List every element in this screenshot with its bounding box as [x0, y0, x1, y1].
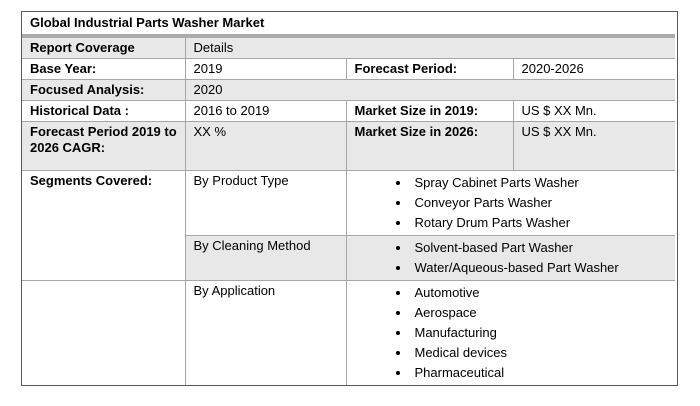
- segment-items-cleaning-method: Solvent-based Part Washer Water/Aqueous-…: [345, 235, 675, 281]
- segments-product-type-row: Segments Covered: By Product Type Spray …: [22, 170, 675, 281]
- forecast-period-label: Forecast Period:: [345, 58, 514, 80]
- coverage-value: Details: [184, 35, 675, 59]
- segment-group-cleaning-method: By Cleaning Method: [185, 235, 347, 281]
- segment-items-product-type: Spray Cabinet Parts Washer Conveyor Part…: [345, 170, 675, 236]
- title-row: Global Industrial Parts Washer Market: [22, 12, 675, 38]
- market-size-2019-label: Market Size in 2019:: [345, 100, 514, 122]
- report-table: Global Industrial Parts Washer Market Re…: [22, 12, 675, 385]
- segment-item: Automotive: [411, 283, 672, 303]
- focused-analysis-value: 2020: [184, 79, 675, 101]
- segment-item: Medical devices: [411, 343, 672, 363]
- segment-group-application: By Application: [184, 280, 347, 385]
- segment-item: Aerospace: [411, 303, 672, 323]
- segment-item: Rotary Drum Parts Washer: [411, 213, 672, 233]
- table-title: Global Industrial Parts Washer Market: [22, 12, 675, 38]
- report-coverage-table: Global Industrial Parts Washer Market Re…: [21, 11, 678, 386]
- market-size-2026-label: Market Size in 2026:: [345, 121, 514, 171]
- historical-data-row: Historical Data : 2016 to 2019 Market Si…: [22, 100, 675, 122]
- focused-analysis-row: Focused Analysis: 2020: [22, 79, 675, 101]
- application-list: Automotive Aerospace Manufacturing Medic…: [355, 283, 672, 383]
- market-size-2019-value: US $ XX Mn.: [512, 100, 675, 122]
- focused-analysis-label: Focused Analysis:: [22, 79, 186, 101]
- segment-item: Conveyor Parts Washer: [411, 193, 672, 213]
- market-size-2026-value: US $ XX Mn.: [512, 121, 675, 171]
- historical-data-value: 2016 to 2019: [184, 100, 347, 122]
- cagr-row: Forecast Period 2019 to 2026 CAGR: XX % …: [22, 121, 675, 171]
- coverage-header-row: Report Coverage Details: [22, 35, 675, 59]
- cagr-label: Forecast Period 2019 to 2026 CAGR:: [22, 121, 186, 171]
- base-year-value: 2019: [184, 58, 347, 80]
- segments-application-row: By Application Automotive Aerospace Manu…: [22, 280, 675, 385]
- cagr-value: XX %: [184, 121, 347, 171]
- segments-empty-cell: [22, 280, 186, 385]
- coverage-label: Report Coverage: [22, 35, 186, 59]
- cleaning-method-list: Solvent-based Part Washer Water/Aqueous-…: [355, 238, 672, 278]
- segment-items-application: Automotive Aerospace Manufacturing Medic…: [345, 280, 675, 385]
- segment-item: Water/Aqueous-based Part Washer: [411, 258, 672, 278]
- segment-item: Solvent-based Part Washer: [411, 238, 672, 258]
- segment-item: Spray Cabinet Parts Washer: [411, 173, 672, 193]
- segment-item: Manufacturing: [411, 323, 672, 343]
- base-year-label: Base Year:: [22, 58, 186, 80]
- segment-group-product-type: By Product Type: [184, 170, 347, 236]
- segments-cleaning-method-row: By Cleaning Method Solvent-based Part Wa…: [22, 235, 675, 281]
- historical-data-label: Historical Data :: [22, 100, 186, 122]
- product-type-list: Spray Cabinet Parts Washer Conveyor Part…: [355, 173, 672, 233]
- segments-covered-label: Segments Covered:: [22, 170, 186, 281]
- base-year-row: Base Year: 2019 Forecast Period: 2020-20…: [22, 58, 675, 80]
- forecast-period-value: 2020-2026: [512, 58, 675, 80]
- segment-item: Pharmaceutical: [411, 363, 672, 383]
